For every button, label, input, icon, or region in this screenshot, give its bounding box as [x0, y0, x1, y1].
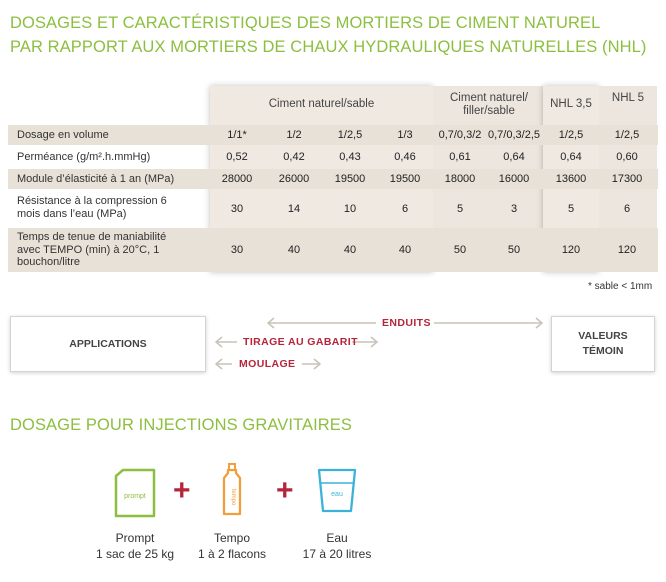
tirage-label: TIRAGE AU GABARIT	[243, 336, 358, 348]
table-cell: 16000	[498, 173, 530, 185]
table-cell: 1/2	[286, 129, 302, 141]
table-cell: 5	[456, 203, 464, 215]
table-cell: 0,61	[449, 151, 471, 163]
table-cell: 5	[567, 203, 575, 215]
table-cell: 120	[561, 244, 581, 256]
prompt-name: Prompt	[115, 531, 155, 545]
eau-name: Eau	[326, 531, 348, 545]
valeurs-temoin-label: VALEURS TÉMOIN	[578, 330, 628, 357]
table-cell: 0,60	[616, 151, 638, 163]
page-title-line2: PAR RAPPORT AUX MORTIERS DE CHAUX HYDRAU…	[10, 38, 647, 56]
table-cell: 13600	[555, 173, 587, 185]
tempo-name: Tempo	[213, 531, 251, 545]
table-cell: 0,46	[394, 151, 416, 163]
table-cell: 28000	[221, 173, 253, 185]
plus-icon: +	[276, 474, 294, 507]
header-nhl35: NHL 3,5	[550, 98, 592, 110]
table-cell: 0,64	[503, 151, 525, 163]
table-cell: 50	[453, 244, 467, 256]
row-label: Résistance à la compression 6 mois dans …	[17, 195, 167, 220]
table-cell: 40	[287, 244, 301, 256]
row-label: Dosage en volume	[17, 129, 109, 141]
eau-label: Eau 17 à 20 litres	[287, 530, 387, 562]
table-cell: 120	[617, 244, 637, 256]
table-cell: 1/1*	[227, 129, 247, 141]
tempo-icon-text: tempo	[230, 489, 236, 506]
tempo-bottle-icon: tempo	[222, 463, 242, 516]
section-title-injections: DOSAGE POUR INJECTIONS GRAVITAIRES	[10, 416, 353, 434]
table-cell: 0,52	[226, 151, 248, 163]
row-stripe-3	[8, 169, 658, 189]
table-cell: 1/2,5	[614, 129, 640, 141]
eau-qty: 17 à 20 litres	[302, 547, 372, 561]
table-cell: 1/3	[397, 129, 413, 141]
prompt-qty: 1 sac de 25 kg	[95, 547, 175, 561]
table-cell: 30	[230, 203, 244, 215]
prompt-icon-text: prompt	[124, 493, 146, 500]
prompt-bag-icon: prompt	[114, 468, 156, 518]
header-nhl5: NHL 5	[611, 92, 645, 104]
table-cell: 3	[510, 203, 518, 215]
table-cell: 1/2,5	[337, 129, 363, 141]
eau-glass-icon: eau	[317, 468, 357, 513]
row-label: Temps de tenue de maniabilité avec TEMPO…	[17, 231, 167, 268]
table-cell: 30	[230, 244, 244, 256]
prompt-label: Prompt 1 sac de 25 kg	[85, 530, 185, 562]
table-cell: 6	[401, 203, 409, 215]
page-title-line1: DOSAGES ET CARACTÉRISTIQUES DES MORTIERS…	[10, 14, 601, 32]
table-cell: 19500	[389, 173, 421, 185]
table-cell: 40	[398, 244, 412, 256]
eau-icon-text: eau	[331, 491, 343, 498]
tempo-qty: 1 à 2 flacons	[197, 547, 267, 561]
table-cell: 50	[507, 244, 521, 256]
row-label: Module d’élasticité à 1 an (MPa)	[17, 173, 175, 185]
header-ciment-sable: Ciment naturel/sable	[268, 98, 375, 110]
header-ciment-filler: Ciment naturel/ filler/sable	[450, 92, 528, 117]
footnote: * sable < 1mm	[588, 281, 653, 292]
table-cell: 14	[287, 203, 301, 215]
plus-icon: +	[173, 474, 191, 507]
table-cell: 0,64	[560, 151, 582, 163]
table-cell: 0,43	[339, 151, 361, 163]
row-label: Perméance (g/m².h.mmHg)	[17, 151, 151, 163]
table-cell: 0,42	[283, 151, 305, 163]
table-cell: 6	[623, 203, 631, 215]
table-cell: 26000	[278, 173, 310, 185]
row-stripe-5	[8, 228, 658, 272]
row-stripe-1	[8, 125, 658, 145]
tempo-label: Tempo 1 à 2 flacons	[182, 530, 282, 562]
moulage-label: MOULAGE	[239, 358, 296, 370]
applications-box: APPLICATIONS	[10, 316, 206, 372]
table-cell: 10	[343, 203, 357, 215]
table-cell: 19500	[334, 173, 366, 185]
table-cell: 18000	[444, 173, 476, 185]
table-cell: 0,7/0,3/2	[438, 129, 482, 141]
table-cell: 0,7/0,3/2,5	[488, 129, 540, 141]
enduits-label: ENDUITS	[382, 317, 431, 329]
table-cell: 40	[343, 244, 357, 256]
table-cell: 17300	[611, 173, 643, 185]
valeurs-temoin-box: VALEURS TÉMOIN	[551, 316, 655, 372]
table-cell: 1/2,5	[558, 129, 584, 141]
